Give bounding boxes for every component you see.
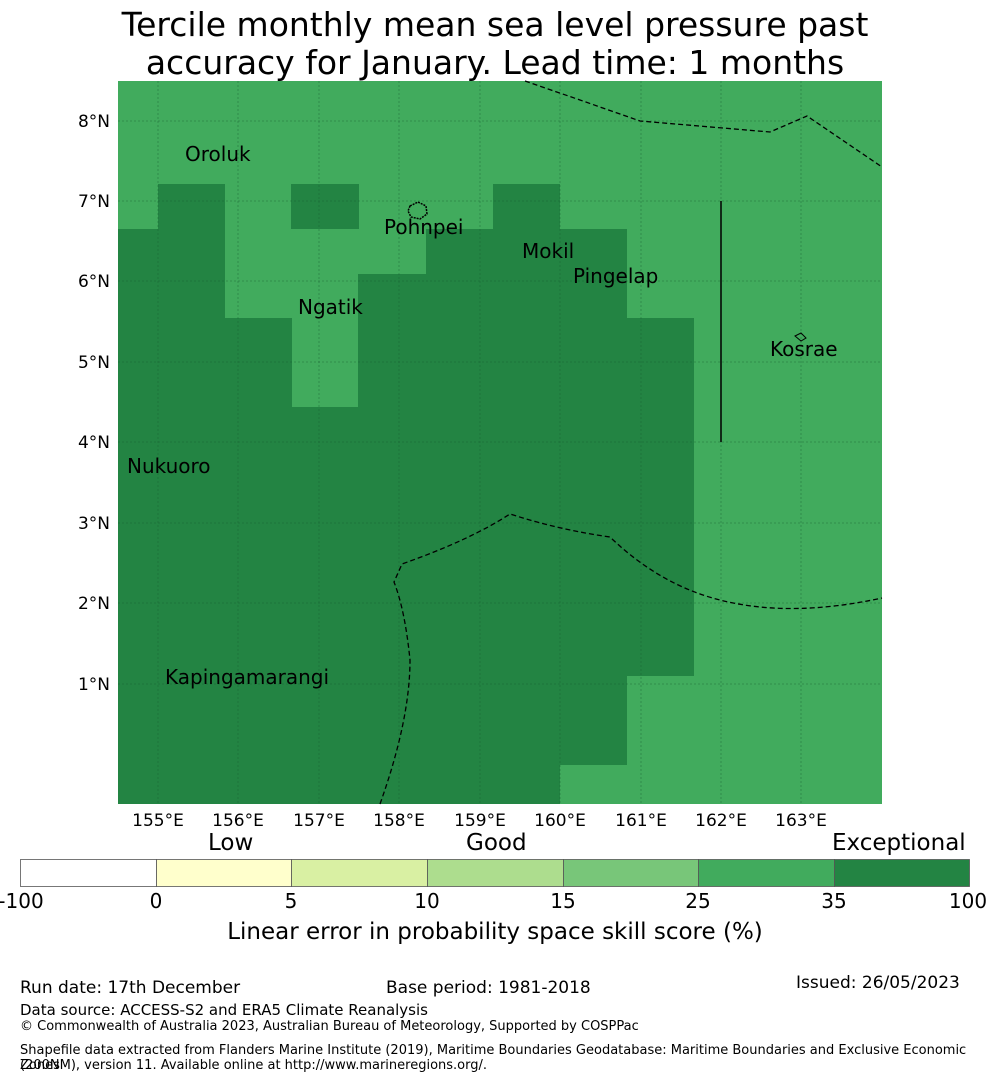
dark-cell-block xyxy=(559,229,627,765)
colorbar-label: Linear error in probability space skill … xyxy=(227,919,763,945)
dark-cell-block xyxy=(291,407,359,804)
map-title: Tercile monthly mean sea level pressure … xyxy=(0,6,990,82)
lat-tick: 3°N xyxy=(78,514,110,534)
lat-tick: 2°N xyxy=(78,594,110,614)
lon-tick: 160°E xyxy=(534,811,586,830)
copyright: © Commonwealth of Australia 2023, Austra… xyxy=(20,1019,639,1034)
lon-tick: 161°E xyxy=(615,811,667,830)
colorbar-category-good: Good xyxy=(466,830,527,856)
lon-tick: 156°E xyxy=(212,811,264,830)
place-label-kapingamarangi: Kapingamarangi xyxy=(165,665,329,689)
dark-cell-block xyxy=(626,318,694,676)
colorbar-swatch xyxy=(20,859,157,887)
colorbar-swatch xyxy=(698,859,835,887)
lat-tick: 1°N xyxy=(78,675,110,695)
boundary-south xyxy=(379,513,883,805)
dark-cell-block xyxy=(291,184,359,229)
colorbar-tick: 5 xyxy=(284,889,298,913)
colorbar-tick: 25 xyxy=(685,889,711,913)
pohnpei-island-outline xyxy=(407,201,428,220)
colorbar-tick: 15 xyxy=(550,889,576,913)
dark-cell-block xyxy=(158,184,225,230)
longitude-tick-labels: 155°E 156°E 157°E 158°E 159°E 160°E 161°… xyxy=(132,811,827,830)
lon-tick: 157°E xyxy=(293,811,345,830)
lat-tick: 7°N xyxy=(78,192,110,212)
colorbar-tick: 10 xyxy=(414,889,440,913)
title-line-2: accuracy for January. Lead time: 1 month… xyxy=(145,43,845,82)
colorbar-swatch xyxy=(563,859,699,887)
lon-tick: 162°E xyxy=(695,811,747,830)
colorbar-swatch xyxy=(156,859,292,887)
lat-tick: 4°N xyxy=(78,433,110,453)
title-line-1: Tercile monthly mean sea level pressure … xyxy=(121,5,869,44)
lon-tick: 155°E xyxy=(132,811,184,830)
map-gridlines xyxy=(118,81,882,804)
base-period: Base period: 1981-2018 xyxy=(386,978,591,998)
shapefile-credit-line-1: Shapefile data extracted from Flanders M… xyxy=(20,1043,967,1073)
place-label-kosrae: Kosrae xyxy=(770,337,838,361)
lat-tick: 5°N xyxy=(78,353,110,373)
lon-tick: 163°E xyxy=(775,811,827,830)
data-source: Data source: ACCESS-S2 and ERA5 Climate … xyxy=(20,1001,428,1019)
dark-cell-block xyxy=(224,318,292,804)
colorbar-swatch xyxy=(427,859,564,887)
skill-map: Oroluk Pohnpei Mokil Pingelap Ngatik Kos… xyxy=(78,80,883,830)
kosrae-island-outline xyxy=(794,332,807,342)
colorbar-tick: 100 xyxy=(948,889,988,913)
maritime-boundaries xyxy=(379,80,883,805)
lon-tick: 159°E xyxy=(454,811,506,830)
place-label-mokil: Mokil xyxy=(522,239,574,263)
place-label-pohnpei: Pohnpei xyxy=(384,215,464,239)
lon-tick: 158°E xyxy=(373,811,425,830)
dark-cell-block xyxy=(493,184,560,230)
colorbar-swatch xyxy=(291,859,428,887)
boundary-north xyxy=(524,80,883,168)
place-label-ngatik: Ngatik xyxy=(298,295,363,319)
shapefile-credit-line-2: (200NM), version 11. Available online at… xyxy=(20,1058,488,1073)
colorbar-tick: -100 xyxy=(0,889,44,913)
lat-tick: 8°N xyxy=(78,112,110,132)
colorbar-category-low: Low xyxy=(208,830,254,856)
lat-tick: 6°N xyxy=(78,272,110,292)
dark-cell-block xyxy=(426,229,560,275)
colorbar-tick: 0 xyxy=(149,889,163,913)
place-label-oroluk: Oroluk xyxy=(185,142,251,166)
issued-date: Issued: 26/05/2023 xyxy=(796,973,960,993)
colorbar-category-exceptional: Exceptional xyxy=(832,830,966,856)
colorbar-swatch xyxy=(834,859,970,887)
dark-cell-block xyxy=(118,229,225,804)
colorbar-tick: 35 xyxy=(821,889,847,913)
dark-cell-block xyxy=(358,274,560,804)
latitude-tick-labels: 8°N 7°N 6°N 5°N 4°N 3°N 2°N 1°N xyxy=(78,112,110,695)
place-label-nukuoro: Nukuoro xyxy=(127,454,211,478)
place-label-pingelap: Pingelap xyxy=(573,264,658,288)
run-date: Run date: 17th December xyxy=(20,978,241,998)
colorbar xyxy=(20,859,970,887)
